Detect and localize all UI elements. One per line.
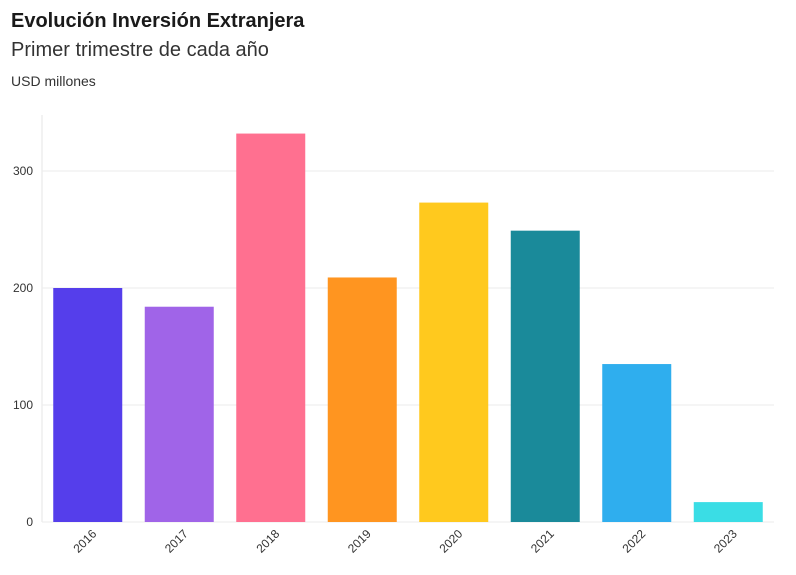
bar-2016[interactable] [53, 288, 123, 522]
x-tick-label: 2023 [711, 527, 740, 556]
y-axis-unit-label: USD millones [11, 73, 96, 89]
bar-2021[interactable] [510, 230, 580, 523]
bar-2023[interactable] [693, 502, 763, 522]
bar-2019[interactable] [327, 277, 397, 522]
x-tick-label: 2020 [437, 527, 466, 556]
x-tick-label: 2017 [162, 527, 191, 556]
chart-subtitle: Primer trimestre de cada año [11, 39, 269, 61]
chart-title: Evolución Inversión Extranjera [11, 10, 305, 32]
x-tick-labels: 2016 2017 2018 2019 2020 2021 2022 2023 [71, 527, 741, 556]
x-tick-label: 2022 [620, 527, 649, 556]
bar-2020[interactable] [419, 202, 489, 522]
y-tick-label: 200 [13, 281, 33, 295]
x-tick-label: 2021 [528, 527, 557, 556]
x-tick-label: 2019 [345, 527, 374, 556]
x-tick-label: 2018 [254, 527, 283, 556]
bars [53, 133, 763, 523]
y-tick-label: 300 [13, 164, 33, 178]
bar-2017[interactable] [144, 306, 214, 522]
bar-2018[interactable] [236, 133, 306, 522]
bar-2022[interactable] [602, 364, 672, 522]
y-tick-labels: 0 100 200 300 [13, 164, 33, 529]
x-tick-label: 2016 [71, 527, 100, 556]
y-tick-label: 0 [26, 515, 33, 529]
y-tick-label: 100 [13, 398, 33, 412]
